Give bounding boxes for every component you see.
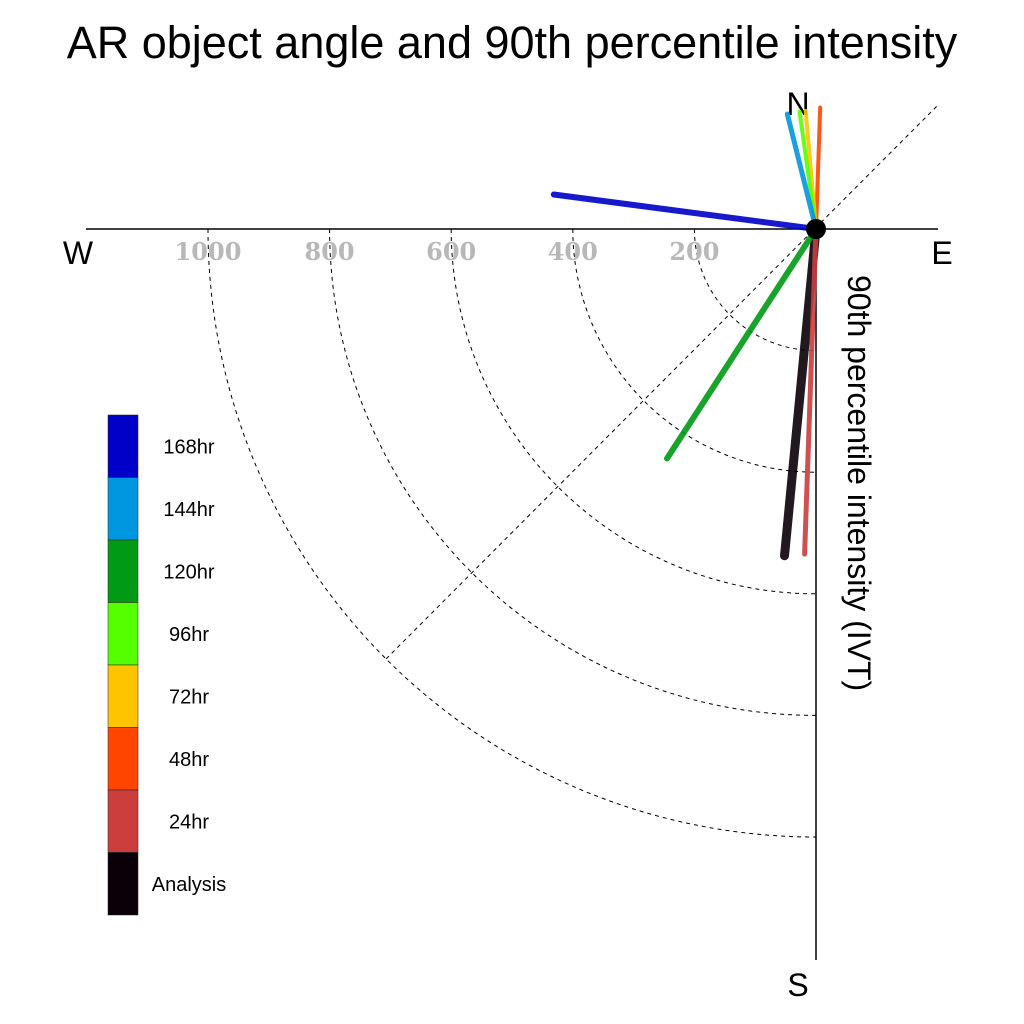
legend-swatch-analysis [107,852,139,916]
grid-ring-200 [693,228,817,352]
legend-label-24hr: 24hr [169,811,209,833]
vector-168hr [550,191,819,232]
vector-48hr [814,105,823,231]
legend-label-120hr: 120hr [163,561,214,583]
direction-east: E [931,235,952,271]
origin-point [806,219,826,239]
legend-swatch-72hr [107,664,139,728]
radial-tick-labels: 200 400 600 800 1000 [175,237,720,266]
legend-label-analysis: Analysis [152,874,226,896]
legend: 168hr 144hr 120hr 96hr 72hr 48hr 24hr Analysis [107,414,226,916]
grid-diagonal [385,104,939,660]
tick-label-1000: 1000 [175,237,242,266]
legend-label-168hr: 168hr [163,436,214,458]
grid [207,104,939,838]
radial-axis-label: 90th percentile intensity (IVT) [841,275,877,691]
legend-label-96hr: 96hr [169,624,209,646]
direction-west: W [63,235,94,271]
vector-120hr [664,226,819,462]
legend-swatch-48hr [107,727,139,791]
tick-label-400: 400 [548,237,598,266]
vector-24hr [802,226,819,557]
grid-ring-1000 [207,228,817,838]
legend-swatch-96hr [107,602,139,666]
legend-label-72hr: 72hr [169,686,209,708]
tick-label-200: 200 [669,237,719,266]
legend-label-144hr: 144hr [163,499,214,521]
grid-ring-800 [329,228,817,716]
legend-swatch-24hr [107,789,139,853]
chart-title: AR object angle and 90th percentile inte… [67,17,958,68]
direction-south: S [787,967,808,1003]
vector-144hr [784,111,819,232]
legend-swatch-120hr [107,539,139,603]
direction-north: N [786,86,809,122]
tick-label-600: 600 [426,237,476,266]
vector-analysis [780,224,821,561]
legend-swatch-168hr [107,414,139,478]
legend-swatch-144hr [107,477,139,541]
vector-series [550,105,823,561]
legend-label-48hr: 48hr [169,749,209,771]
tick-label-800: 800 [305,237,355,266]
